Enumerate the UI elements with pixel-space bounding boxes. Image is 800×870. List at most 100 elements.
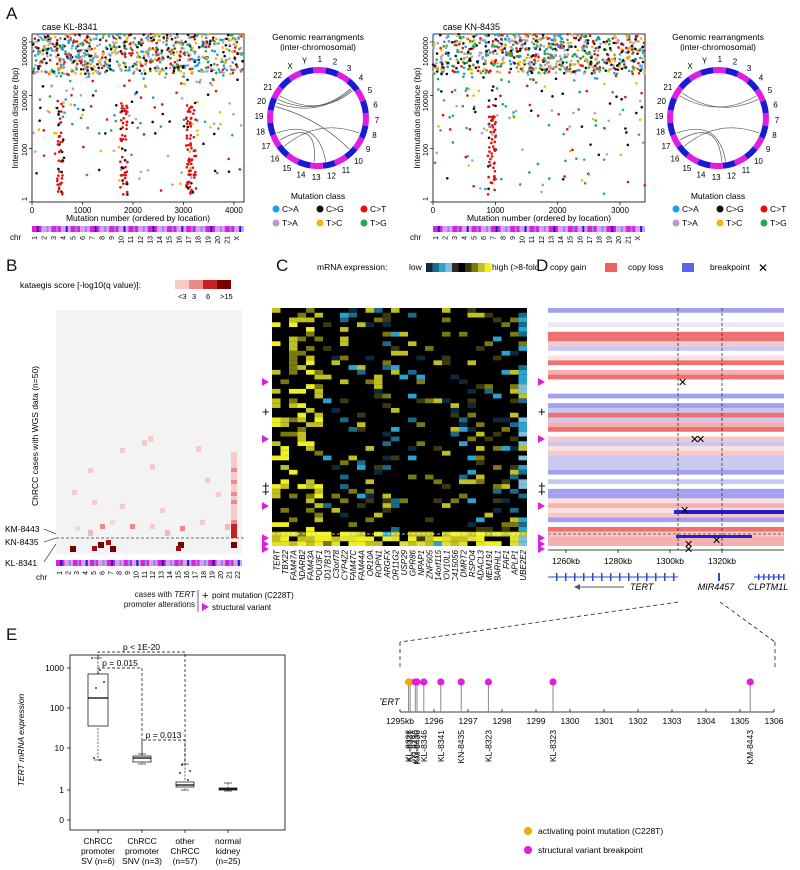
mutation-point xyxy=(97,132,101,135)
mutation-point xyxy=(216,53,219,56)
copy-number-row xyxy=(548,412,784,418)
e-outlier xyxy=(99,669,101,671)
circos-segment xyxy=(346,78,360,92)
mutation-point xyxy=(169,34,172,38)
mutation-point xyxy=(191,57,194,61)
heatmap-cell xyxy=(289,517,298,523)
deep-loss-segment xyxy=(684,510,784,514)
circos-segment xyxy=(676,144,690,158)
heatmap-cell xyxy=(476,460,485,466)
mutation-point xyxy=(439,48,443,52)
mutation-point xyxy=(63,111,66,114)
mutation-point xyxy=(632,42,635,45)
mutation-point xyxy=(472,107,476,111)
heatmap-cell xyxy=(416,531,425,537)
mutation-point xyxy=(226,33,230,37)
mutation-point xyxy=(584,57,588,61)
chr-label: 17 xyxy=(587,236,594,244)
mutation-point xyxy=(55,62,59,66)
chr-label: 11 xyxy=(142,571,149,578)
mutation-point xyxy=(519,67,523,71)
mutation-point xyxy=(202,142,205,146)
mutation-point xyxy=(89,58,92,62)
gene-label: OR11G2 xyxy=(391,549,400,580)
mutation-point xyxy=(643,183,647,187)
mutation-class-label: C>G xyxy=(326,204,344,214)
mutation-point xyxy=(111,45,114,49)
mutation-point xyxy=(446,65,449,69)
heatmap-cell xyxy=(433,446,442,451)
kataegis-point xyxy=(488,160,491,164)
mutation-point xyxy=(491,40,495,43)
mutation-point xyxy=(621,108,625,112)
mutation-point xyxy=(49,53,52,57)
copy-number-row xyxy=(548,360,784,366)
mutation-point xyxy=(210,49,214,52)
lollipop-head xyxy=(484,678,492,686)
heatmap-cell xyxy=(442,308,451,313)
mutation-point xyxy=(545,68,549,71)
heatmap-cell xyxy=(348,365,357,370)
heatmap-cell xyxy=(340,417,349,423)
mutation-point xyxy=(583,40,587,44)
mutation-point xyxy=(469,67,472,71)
kataegis-point xyxy=(119,185,122,189)
mutation-point xyxy=(634,58,637,62)
e-outlier xyxy=(99,759,101,761)
heatmap-cell xyxy=(272,441,281,447)
mutation-point xyxy=(536,162,540,166)
kataegis-cell xyxy=(110,520,115,525)
mutation-point xyxy=(596,67,600,71)
mutation-point xyxy=(197,61,201,64)
circos-chr-label: 21 xyxy=(263,83,272,92)
mutation-point xyxy=(109,47,113,51)
mutation-point xyxy=(69,53,73,57)
mutation-point xyxy=(612,41,616,45)
kataegis-point xyxy=(494,104,497,108)
heatmap-cell xyxy=(518,446,527,451)
chr-label: 8 xyxy=(500,236,507,240)
mutation-point xyxy=(194,58,198,62)
mutation-point xyxy=(594,119,598,122)
chr-label: 5 xyxy=(91,571,98,575)
heatmap-cell xyxy=(306,355,315,361)
mutation-point xyxy=(77,43,81,46)
mutation-point xyxy=(573,63,577,66)
mutation-point xyxy=(81,108,85,112)
mutation-point xyxy=(482,127,486,130)
heatmap-cell xyxy=(459,331,468,337)
mutation-point xyxy=(514,109,518,113)
mutation-point xyxy=(493,45,497,48)
mutation-point xyxy=(547,123,551,127)
heatmap-cell xyxy=(365,479,374,485)
mutation-point xyxy=(213,40,216,43)
heatmap-cell xyxy=(314,384,323,389)
mutation-point xyxy=(602,66,605,70)
heatmap-cell xyxy=(297,531,306,537)
heatmap-cell xyxy=(450,541,459,546)
heatmap-cell xyxy=(297,336,306,342)
mutation-point xyxy=(38,35,42,39)
mutation-point xyxy=(586,42,590,45)
heatmap-cell xyxy=(450,536,459,542)
kataegis-tick: 3 xyxy=(192,292,196,301)
mutation-point xyxy=(548,64,552,68)
mutation-point xyxy=(576,49,580,52)
circos-title-left-1: Genomic rearrangments xyxy=(272,32,364,42)
mutation-point xyxy=(214,89,218,93)
mutation-point xyxy=(140,43,143,47)
heatmap-cell xyxy=(467,469,476,475)
mutation-point xyxy=(547,70,551,73)
mutation-point xyxy=(586,39,590,42)
mutation-point xyxy=(117,145,121,149)
mutation-point xyxy=(50,84,53,88)
lollipop-sample-label: KL-8341 xyxy=(436,730,446,762)
mutation-point xyxy=(107,34,111,38)
y-tick-label: 100 xyxy=(421,144,430,157)
chr-label: 6 xyxy=(80,236,87,240)
mutation-point xyxy=(627,69,631,73)
mutation-point xyxy=(204,33,208,36)
heatmap-cell xyxy=(374,393,383,399)
mutation-point xyxy=(638,56,642,60)
mutation-point xyxy=(176,66,180,69)
